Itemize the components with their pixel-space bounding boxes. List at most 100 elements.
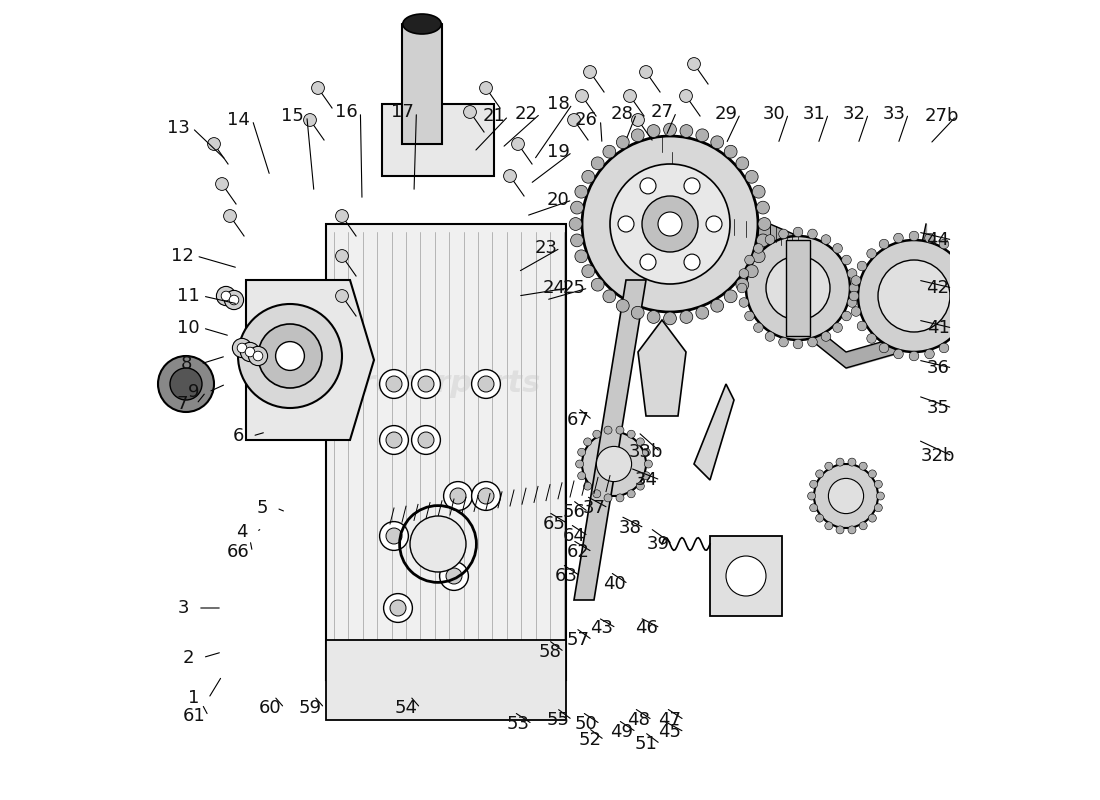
Circle shape <box>779 229 789 238</box>
Text: 54: 54 <box>395 699 418 717</box>
Circle shape <box>842 255 851 265</box>
Text: 19: 19 <box>547 143 570 161</box>
Circle shape <box>848 458 856 466</box>
Circle shape <box>874 504 882 512</box>
Circle shape <box>603 146 616 158</box>
Text: 37: 37 <box>583 499 605 517</box>
Circle shape <box>706 216 722 232</box>
Circle shape <box>766 234 774 244</box>
Circle shape <box>724 290 737 302</box>
Circle shape <box>446 568 462 584</box>
Polygon shape <box>574 280 646 600</box>
Circle shape <box>647 125 660 138</box>
Circle shape <box>939 343 949 353</box>
Circle shape <box>807 492 815 500</box>
Circle shape <box>961 261 971 270</box>
Polygon shape <box>326 224 566 680</box>
Circle shape <box>952 334 961 343</box>
Circle shape <box>336 250 349 262</box>
Text: 49: 49 <box>610 723 634 741</box>
Text: 30: 30 <box>762 105 785 122</box>
Text: 20: 20 <box>547 191 570 209</box>
Circle shape <box>684 254 700 270</box>
Text: 18: 18 <box>547 95 570 113</box>
Text: 42: 42 <box>926 279 949 297</box>
Circle shape <box>411 370 440 398</box>
Text: 11: 11 <box>177 287 200 305</box>
Circle shape <box>793 227 803 237</box>
Circle shape <box>616 299 629 312</box>
Circle shape <box>640 254 656 270</box>
Circle shape <box>578 448 585 456</box>
Circle shape <box>379 370 408 398</box>
Text: 8: 8 <box>180 355 191 373</box>
Circle shape <box>874 480 882 488</box>
Circle shape <box>631 114 645 126</box>
Text: 31: 31 <box>803 105 825 122</box>
Circle shape <box>208 138 220 150</box>
Circle shape <box>238 343 246 353</box>
Circle shape <box>680 125 693 138</box>
Circle shape <box>592 157 604 170</box>
Circle shape <box>848 526 856 534</box>
Circle shape <box>472 370 500 398</box>
Circle shape <box>939 239 949 249</box>
Circle shape <box>582 136 758 312</box>
Circle shape <box>627 490 635 498</box>
Circle shape <box>696 129 708 142</box>
Circle shape <box>833 322 843 332</box>
Circle shape <box>379 522 408 550</box>
Text: 17: 17 <box>390 103 414 121</box>
Text: 3: 3 <box>178 599 189 617</box>
Circle shape <box>658 212 682 236</box>
Circle shape <box>836 526 844 534</box>
Text: 15: 15 <box>280 107 304 125</box>
Polygon shape <box>710 536 782 616</box>
Circle shape <box>645 460 652 468</box>
Circle shape <box>867 249 877 258</box>
Circle shape <box>847 298 857 307</box>
Circle shape <box>624 90 637 102</box>
Circle shape <box>822 234 830 244</box>
Polygon shape <box>382 104 494 176</box>
Text: 33b: 33b <box>629 443 663 461</box>
Circle shape <box>739 298 749 307</box>
Circle shape <box>815 470 824 478</box>
Circle shape <box>737 283 747 293</box>
Circle shape <box>663 312 676 325</box>
Polygon shape <box>638 320 686 416</box>
Circle shape <box>688 58 701 70</box>
Polygon shape <box>326 640 566 720</box>
Circle shape <box>253 351 263 361</box>
Circle shape <box>631 306 645 319</box>
Circle shape <box>858 240 970 352</box>
Text: 32: 32 <box>843 105 866 122</box>
Circle shape <box>232 338 252 358</box>
Circle shape <box>663 123 676 136</box>
Circle shape <box>616 136 629 149</box>
Text: 13: 13 <box>166 119 189 137</box>
Circle shape <box>336 290 349 302</box>
Text: 47: 47 <box>659 711 682 729</box>
Circle shape <box>390 600 406 616</box>
Circle shape <box>745 255 755 265</box>
Circle shape <box>961 321 971 331</box>
Circle shape <box>631 129 645 142</box>
Circle shape <box>724 146 737 158</box>
Circle shape <box>216 178 229 190</box>
Circle shape <box>443 482 472 510</box>
Circle shape <box>640 178 656 194</box>
Text: 33: 33 <box>882 105 905 122</box>
Circle shape <box>584 482 592 490</box>
Circle shape <box>386 376 402 392</box>
Circle shape <box>582 432 646 496</box>
Circle shape <box>336 210 349 222</box>
Circle shape <box>859 462 867 470</box>
Circle shape <box>304 114 317 126</box>
Text: 40: 40 <box>603 575 626 593</box>
Circle shape <box>637 482 645 490</box>
Circle shape <box>746 265 758 278</box>
Circle shape <box>639 66 652 78</box>
Circle shape <box>578 472 585 480</box>
Circle shape <box>450 488 466 504</box>
